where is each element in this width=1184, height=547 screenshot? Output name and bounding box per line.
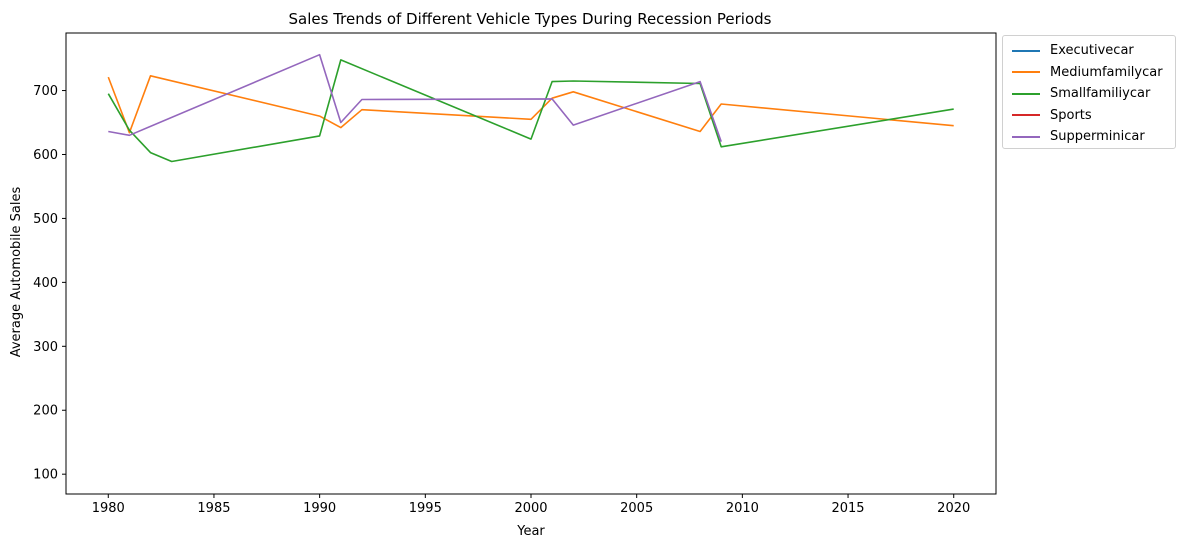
legend: Executivecar Mediumfamilycar Smallfamili… xyxy=(1002,35,1176,149)
y-tick-label: 600 xyxy=(33,148,58,163)
y-tick-label: 300 xyxy=(33,340,58,355)
x-tick-label: 1990 xyxy=(303,501,336,516)
x-tick-label: 1995 xyxy=(409,501,442,516)
x-axis-label: Year xyxy=(516,524,545,539)
x-tick-label: 2020 xyxy=(937,501,970,516)
y-tick-label: 100 xyxy=(33,468,58,483)
x-axis: 1980 1985 1990 1995 2000 2005 2010 2015 2020 xyxy=(92,494,971,516)
y-tick-label: 500 xyxy=(33,212,58,227)
plot-area xyxy=(108,55,953,162)
legend-swatch xyxy=(1012,93,1040,95)
y-axis-label: Average Automobile Sales xyxy=(9,187,24,358)
series-line-mediumfamilycar xyxy=(108,76,953,133)
x-tick-label: 2000 xyxy=(514,501,547,516)
legend-item: Sports xyxy=(1003,105,1175,127)
y-axis: 100 200 300 400 500 600 700 xyxy=(33,84,66,483)
y-tick-label: 200 xyxy=(33,404,58,419)
legend-swatch xyxy=(1012,71,1040,73)
legend-item: Executivecar xyxy=(1003,40,1175,62)
legend-label: Executivecar xyxy=(1050,43,1134,58)
series-line-smallfamiliycar xyxy=(108,60,953,162)
series-line-supperminicar xyxy=(108,55,721,142)
x-tick-label: 1980 xyxy=(92,501,125,516)
legend-label: Supperminicar xyxy=(1050,129,1145,144)
legend-label: Mediumfamilycar xyxy=(1050,65,1163,80)
legend-item: Smallfamiliycar xyxy=(1003,83,1175,105)
legend-item: Supperminicar xyxy=(1003,126,1175,148)
legend-label: Sports xyxy=(1050,108,1092,123)
y-tick-label: 400 xyxy=(33,276,58,291)
x-tick-label: 2010 xyxy=(726,501,759,516)
x-tick-label: 2015 xyxy=(831,501,864,516)
legend-label: Smallfamiliycar xyxy=(1050,86,1150,101)
x-tick-label: 1985 xyxy=(197,501,230,516)
legend-item: Mediumfamilycar xyxy=(1003,62,1175,84)
y-tick-label: 700 xyxy=(33,84,58,99)
x-tick-label: 2005 xyxy=(620,501,653,516)
legend-swatch xyxy=(1012,50,1040,52)
legend-swatch xyxy=(1012,114,1040,116)
chart-title: Sales Trends of Different Vehicle Types … xyxy=(289,10,772,28)
legend-swatch xyxy=(1012,136,1040,138)
axes-frame xyxy=(66,33,996,494)
